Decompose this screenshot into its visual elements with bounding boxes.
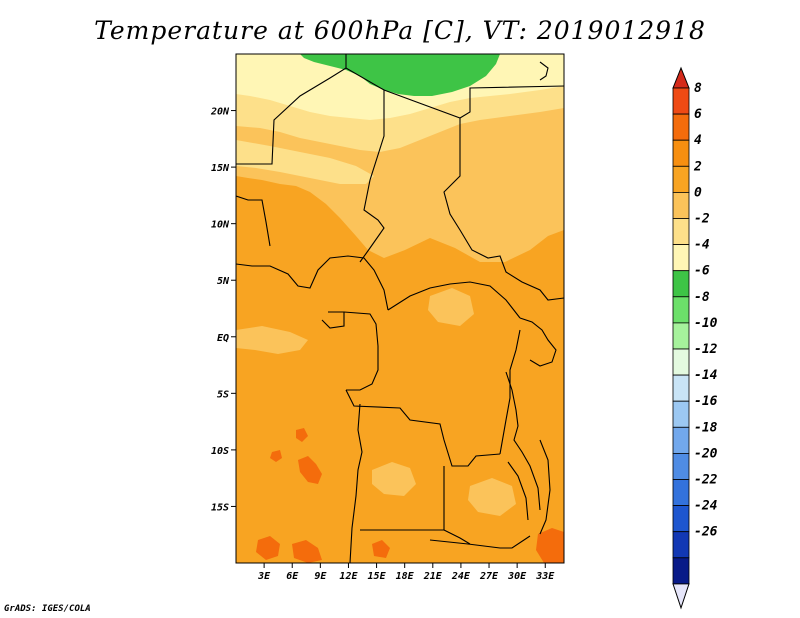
- border-segment: [343, 311, 379, 391]
- border-segment: [345, 389, 501, 467]
- lat-tick-label: 5N: [217, 276, 230, 287]
- colorbar-bin: [672, 374, 690, 402]
- field-minus6-to-minus4: [300, 54, 500, 96]
- longitude-axis: 3E 6E 9E 12E 15E 18E 21E 24E 27E 30E 33E: [257, 563, 555, 582]
- lat-tick-label: 5S: [217, 389, 229, 400]
- colorbar-label: -22: [694, 473, 718, 488]
- lon-tick-label: 24E: [451, 571, 471, 582]
- colorbar-label: 0: [694, 185, 702, 200]
- field-0-to-2-west-patch: [236, 326, 308, 354]
- colorbar-bin: [672, 400, 690, 428]
- colorbar-label: -14: [694, 368, 718, 383]
- lat-tick-label: 15N: [211, 163, 230, 174]
- lon-tick-label: 9E: [314, 571, 327, 582]
- colorbar-bin: [672, 139, 690, 167]
- colorbar-label: -8: [694, 290, 710, 305]
- colorbar-label: 8: [694, 81, 702, 96]
- field-4-to-6-patch-a: [298, 456, 322, 484]
- latitude-axis: 20N 15N 10N 5N EQ 5S 10S 15S: [210, 107, 236, 513]
- colorbar-label: -16: [694, 394, 718, 409]
- lat-tick-label: 20N: [210, 107, 230, 118]
- colorbar-bin: [672, 426, 690, 454]
- colorbar-bottom-arrow: [672, 583, 690, 610]
- colorbar-bin: [672, 244, 690, 272]
- colorbar-label: -12: [694, 342, 718, 357]
- border-segment: [443, 529, 471, 545]
- colorbar: 8 6 4 2 0 -2 -4 -6 -8 -10 -12 -14 -16 -18 -20 -22 -24 -26: [672, 66, 718, 610]
- field-4-to-6-patch-b: [296, 428, 308, 442]
- lon-tick-label: 21E: [423, 571, 443, 582]
- border-segment: [519, 317, 557, 367]
- lat-tick-label: 10S: [211, 446, 229, 457]
- lat-tick-label: 15S: [211, 502, 229, 513]
- border-segment: [349, 403, 363, 563]
- colorbar-label: -6: [694, 264, 710, 279]
- colorbar-label: -2: [694, 212, 710, 227]
- colorbar-bin: [672, 270, 690, 298]
- border-segment: [539, 439, 551, 535]
- colorbar-bin: [672, 322, 690, 350]
- lon-tick-label: 30E: [507, 571, 527, 582]
- border-segment: [383, 85, 564, 119]
- colorbar-bin: [672, 218, 690, 246]
- field-0-to-2-center-patch: [428, 288, 474, 326]
- lon-tick-label: 15E: [368, 571, 387, 582]
- colorbar-bin: [672, 348, 690, 376]
- border-segment: [236, 67, 385, 263]
- plot-frame: [235, 53, 565, 564]
- border-segment: [539, 61, 549, 81]
- field-0-to-2-southeast-patch: [468, 478, 516, 516]
- colorbar-bin: [672, 165, 690, 193]
- lon-tick-label: 12E: [339, 571, 358, 582]
- grads-credit: GrADS: IGES/COLA: [4, 604, 91, 614]
- colorbar-bin: [672, 479, 690, 507]
- border-segment: [387, 281, 521, 319]
- temperature-field: [236, 54, 564, 563]
- field-4-to-6-patch-f: [372, 540, 390, 558]
- colorbar-label: 2: [693, 159, 702, 174]
- border-segment: [236, 255, 389, 311]
- field-0-to-2-south-patch: [372, 462, 416, 496]
- colorbar-bin: [672, 296, 690, 324]
- colorbar-bin: [672, 531, 690, 559]
- colorbar-label: -18: [694, 420, 718, 435]
- border-segment: [443, 118, 564, 301]
- border-segment: [236, 195, 271, 247]
- map-title: Temperature at 600hPa [C], VT: 201901291…: [94, 16, 706, 45]
- border-segment: [321, 311, 345, 329]
- field-4-to-6-patch-g: [536, 528, 564, 563]
- colorbar-label: -4: [694, 238, 710, 253]
- colorbar-bin: [672, 452, 690, 480]
- colorbar-label: 4: [694, 133, 702, 148]
- border-segment: [429, 535, 531, 549]
- colorbar-bin: [672, 505, 690, 533]
- lon-tick-label: 3E: [257, 571, 271, 582]
- colorbar-label: -10: [694, 316, 718, 331]
- lat-tick-label: 10N: [211, 220, 230, 231]
- colorbar-bin: [672, 113, 690, 141]
- border-segment: [505, 371, 541, 511]
- lon-tick-label: 33E: [535, 571, 555, 582]
- lon-tick-label: 6E: [286, 571, 299, 582]
- colorbar-top-arrow: [672, 66, 690, 89]
- border-segment: [507, 461, 529, 521]
- colorbar-label: -24: [694, 499, 718, 514]
- field-4-to-6-patch-e: [292, 540, 322, 563]
- field-4-to-6-patch-d: [256, 536, 280, 560]
- colorbar-label: -26: [694, 525, 718, 540]
- lat-tick-label: EQ: [217, 333, 229, 344]
- colorbar-label: 6: [694, 107, 702, 122]
- colorbar-bin: [672, 191, 690, 219]
- colorbar-label: -20: [694, 446, 718, 461]
- lon-tick-label: 27E: [479, 571, 499, 582]
- field-minus2-to-0-sahel: [236, 140, 374, 184]
- colorbar-bin: [672, 87, 690, 115]
- colorbar-bin: [672, 557, 690, 585]
- field-4-to-6-patch-c: [270, 450, 282, 462]
- country-borders: [236, 54, 564, 563]
- lon-tick-label: 18E: [396, 571, 415, 582]
